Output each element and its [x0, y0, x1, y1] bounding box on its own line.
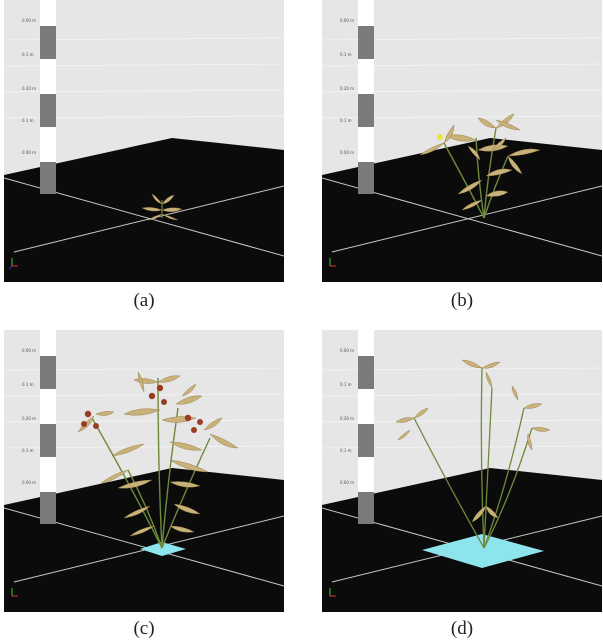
- measuring-pole: 0.00 m 0.1 m 0.20 m 0.1 m 0.00 m: [22, 0, 56, 194]
- pole-label: 0.20 m: [22, 86, 36, 91]
- ground-patch: [422, 534, 544, 568]
- pole-label: 0.00 m: [340, 150, 354, 155]
- pole-label: 0.1 m: [340, 448, 352, 453]
- pole-label: 0.00 m: [22, 480, 36, 485]
- scene-b: 0.00 m 0.1 m 0.20 m 0.1 m 0.00 m: [322, 0, 602, 282]
- pole-label: 0.1 m: [340, 118, 352, 123]
- scene-d: 0.00 m 0.1 m 0.20 m 0.1 m 0.00 m: [322, 330, 602, 612]
- ground-patch: [140, 542, 186, 556]
- pole-label: 0.00 m: [22, 348, 36, 353]
- fruits: [81, 384, 203, 433]
- plant-fruiting: [77, 371, 239, 549]
- pole-label: 0.1 m: [22, 382, 34, 387]
- measuring-pole: 0.00 m 0.1 m 0.20 m 0.1 m 0.00 m: [340, 330, 374, 524]
- caption-c: (c): [133, 618, 155, 639]
- pole-label: 0.20 m: [340, 416, 354, 421]
- panel-a-seedling: 0.00 m 0.1 m 0.20 m 0.1 m 0.00 m: [4, 0, 284, 282]
- pole-label: 0.1 m: [340, 52, 352, 57]
- scene-a: 0.00 m 0.1 m 0.20 m 0.1 m 0.00 m: [4, 0, 284, 282]
- plant-flowering: [419, 113, 541, 219]
- pole-label: 0.1 m: [22, 52, 34, 57]
- scene-c: 0.00 m 0.1 m 0.20 m 0.1 m 0.00 m: [4, 330, 284, 612]
- pole-label: 0.20 m: [340, 86, 354, 91]
- pole-label: 0.00 m: [340, 348, 354, 353]
- caption-b: (b): [450, 290, 474, 311]
- pole-label: 0.00 m: [22, 18, 36, 23]
- pole-label: 0.1 m: [22, 118, 34, 123]
- pole-label: 0.1 m: [340, 382, 352, 387]
- measuring-pole: 0.00 m 0.1 m 0.20 m 0.1 m 0.00 m: [340, 0, 374, 194]
- caption-d: (d): [450, 618, 474, 639]
- ground-plane: [4, 138, 284, 282]
- panel-d-senescent: 0.00 m 0.1 m 0.20 m 0.1 m 0.00 m: [322, 330, 602, 612]
- panel-c-fruiting: 0.00 m 0.1 m 0.20 m 0.1 m 0.00 m: [4, 330, 284, 612]
- plant-senescent: [395, 359, 551, 549]
- flower: [437, 134, 443, 140]
- ground-plane: [4, 468, 284, 612]
- panel-b-flowering: 0.00 m 0.1 m 0.20 m 0.1 m 0.00 m: [322, 0, 602, 282]
- pole-label: 0.00 m: [340, 18, 354, 23]
- pole-label: 0.00 m: [340, 480, 354, 485]
- pole-label: 0.20 m: [22, 416, 36, 421]
- axes-gizmo: [8, 258, 18, 270]
- pole-label: 0.1 m: [22, 448, 34, 453]
- measuring-pole: 0.00 m 0.1 m 0.20 m 0.1 m 0.00 m: [22, 330, 56, 524]
- caption-a: (a): [133, 290, 155, 311]
- plant-seedling: [141, 193, 183, 221]
- pole-label: 0.00 m: [22, 150, 36, 155]
